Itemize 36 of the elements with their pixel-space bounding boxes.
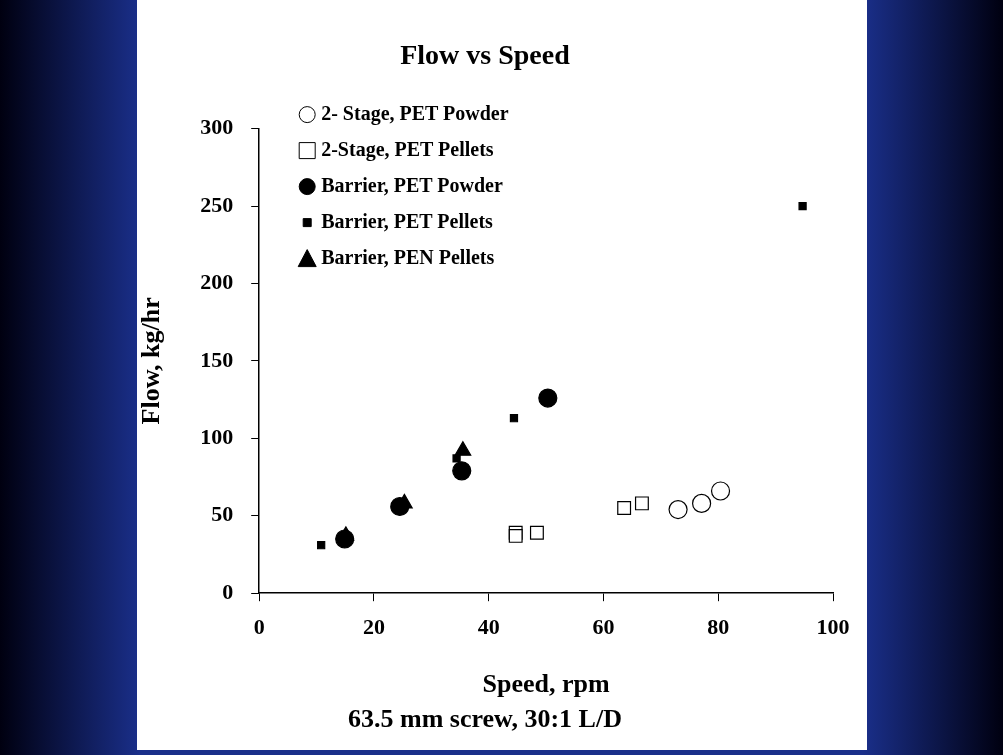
point (798, 201, 807, 211)
y-axis-title: Flow, kg/hr (136, 297, 166, 425)
y-tick-label: 250 (200, 191, 234, 217)
point (509, 414, 519, 423)
point (668, 499, 688, 520)
point (317, 541, 326, 550)
legend-label: 2-Stage, PET Pellets (321, 137, 494, 161)
text: 63.5 mm screw, 30:1 L/D (348, 704, 622, 734)
y-tick-label: 50 (211, 501, 234, 527)
point (452, 454, 461, 463)
point (390, 496, 410, 517)
x-tick-label: 0 (253, 614, 265, 640)
x-tick-label: 60 (592, 614, 615, 640)
y-tick-label: 150 (200, 346, 234, 372)
y-tick-label: 200 (200, 269, 234, 295)
point (692, 493, 712, 513)
y-tick-label: 300 (200, 114, 234, 140)
legend-label: 2- Stage, PET Powder (321, 101, 509, 125)
x-tick-label: 100 (816, 614, 850, 640)
point (529, 525, 544, 540)
point (634, 496, 649, 511)
chart-title: Flow vs Speed (400, 39, 571, 71)
y-tick-label: 0 (222, 578, 234, 604)
y-tick-label: 100 (200, 424, 234, 450)
point (617, 501, 632, 515)
point (335, 529, 355, 549)
point (710, 481, 731, 501)
x-tick-label: 20 (362, 614, 385, 640)
x-tick-label: 40 (477, 614, 500, 640)
x-tick-label: 80 (707, 614, 730, 640)
point (452, 461, 472, 481)
x-axis-title: Speed, rpm (482, 668, 610, 698)
legend-label: Barrier, PET Pellets (321, 209, 494, 232)
legend-label: Barrier, PET Powder (321, 173, 503, 196)
legend-label: Barrier, PEN Pellets (321, 245, 495, 268)
point (538, 388, 558, 408)
